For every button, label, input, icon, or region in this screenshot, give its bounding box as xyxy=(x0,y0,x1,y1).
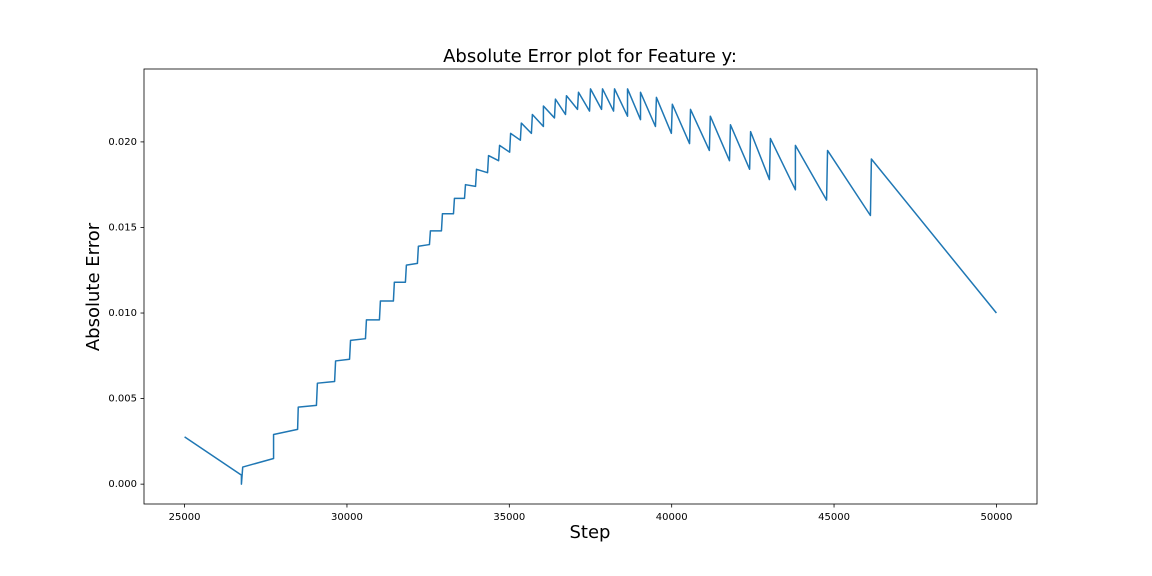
x-tick-label: 45000 xyxy=(818,512,850,523)
y-tick-label: 0.010 xyxy=(108,308,137,319)
y-tick-label: 0.000 xyxy=(108,479,137,490)
x-tick-label: 30000 xyxy=(331,512,363,523)
y-axis-label: Absolute Error xyxy=(83,222,104,351)
x-axis-label: Step xyxy=(570,522,611,543)
chart-title: Absolute Error plot for Feature y: xyxy=(443,46,737,67)
x-tick-label: 50000 xyxy=(981,512,1013,523)
y-tick-label: 0.005 xyxy=(108,394,137,405)
plot-frame xyxy=(143,68,1038,505)
y-tick-label: 0.015 xyxy=(108,222,137,233)
y-tick-label: 0.020 xyxy=(108,137,137,148)
data-line xyxy=(184,88,997,485)
x-tick-label: 40000 xyxy=(656,512,688,523)
x-tick-label: 25000 xyxy=(169,512,201,523)
x-tick-label: 35000 xyxy=(493,512,525,523)
